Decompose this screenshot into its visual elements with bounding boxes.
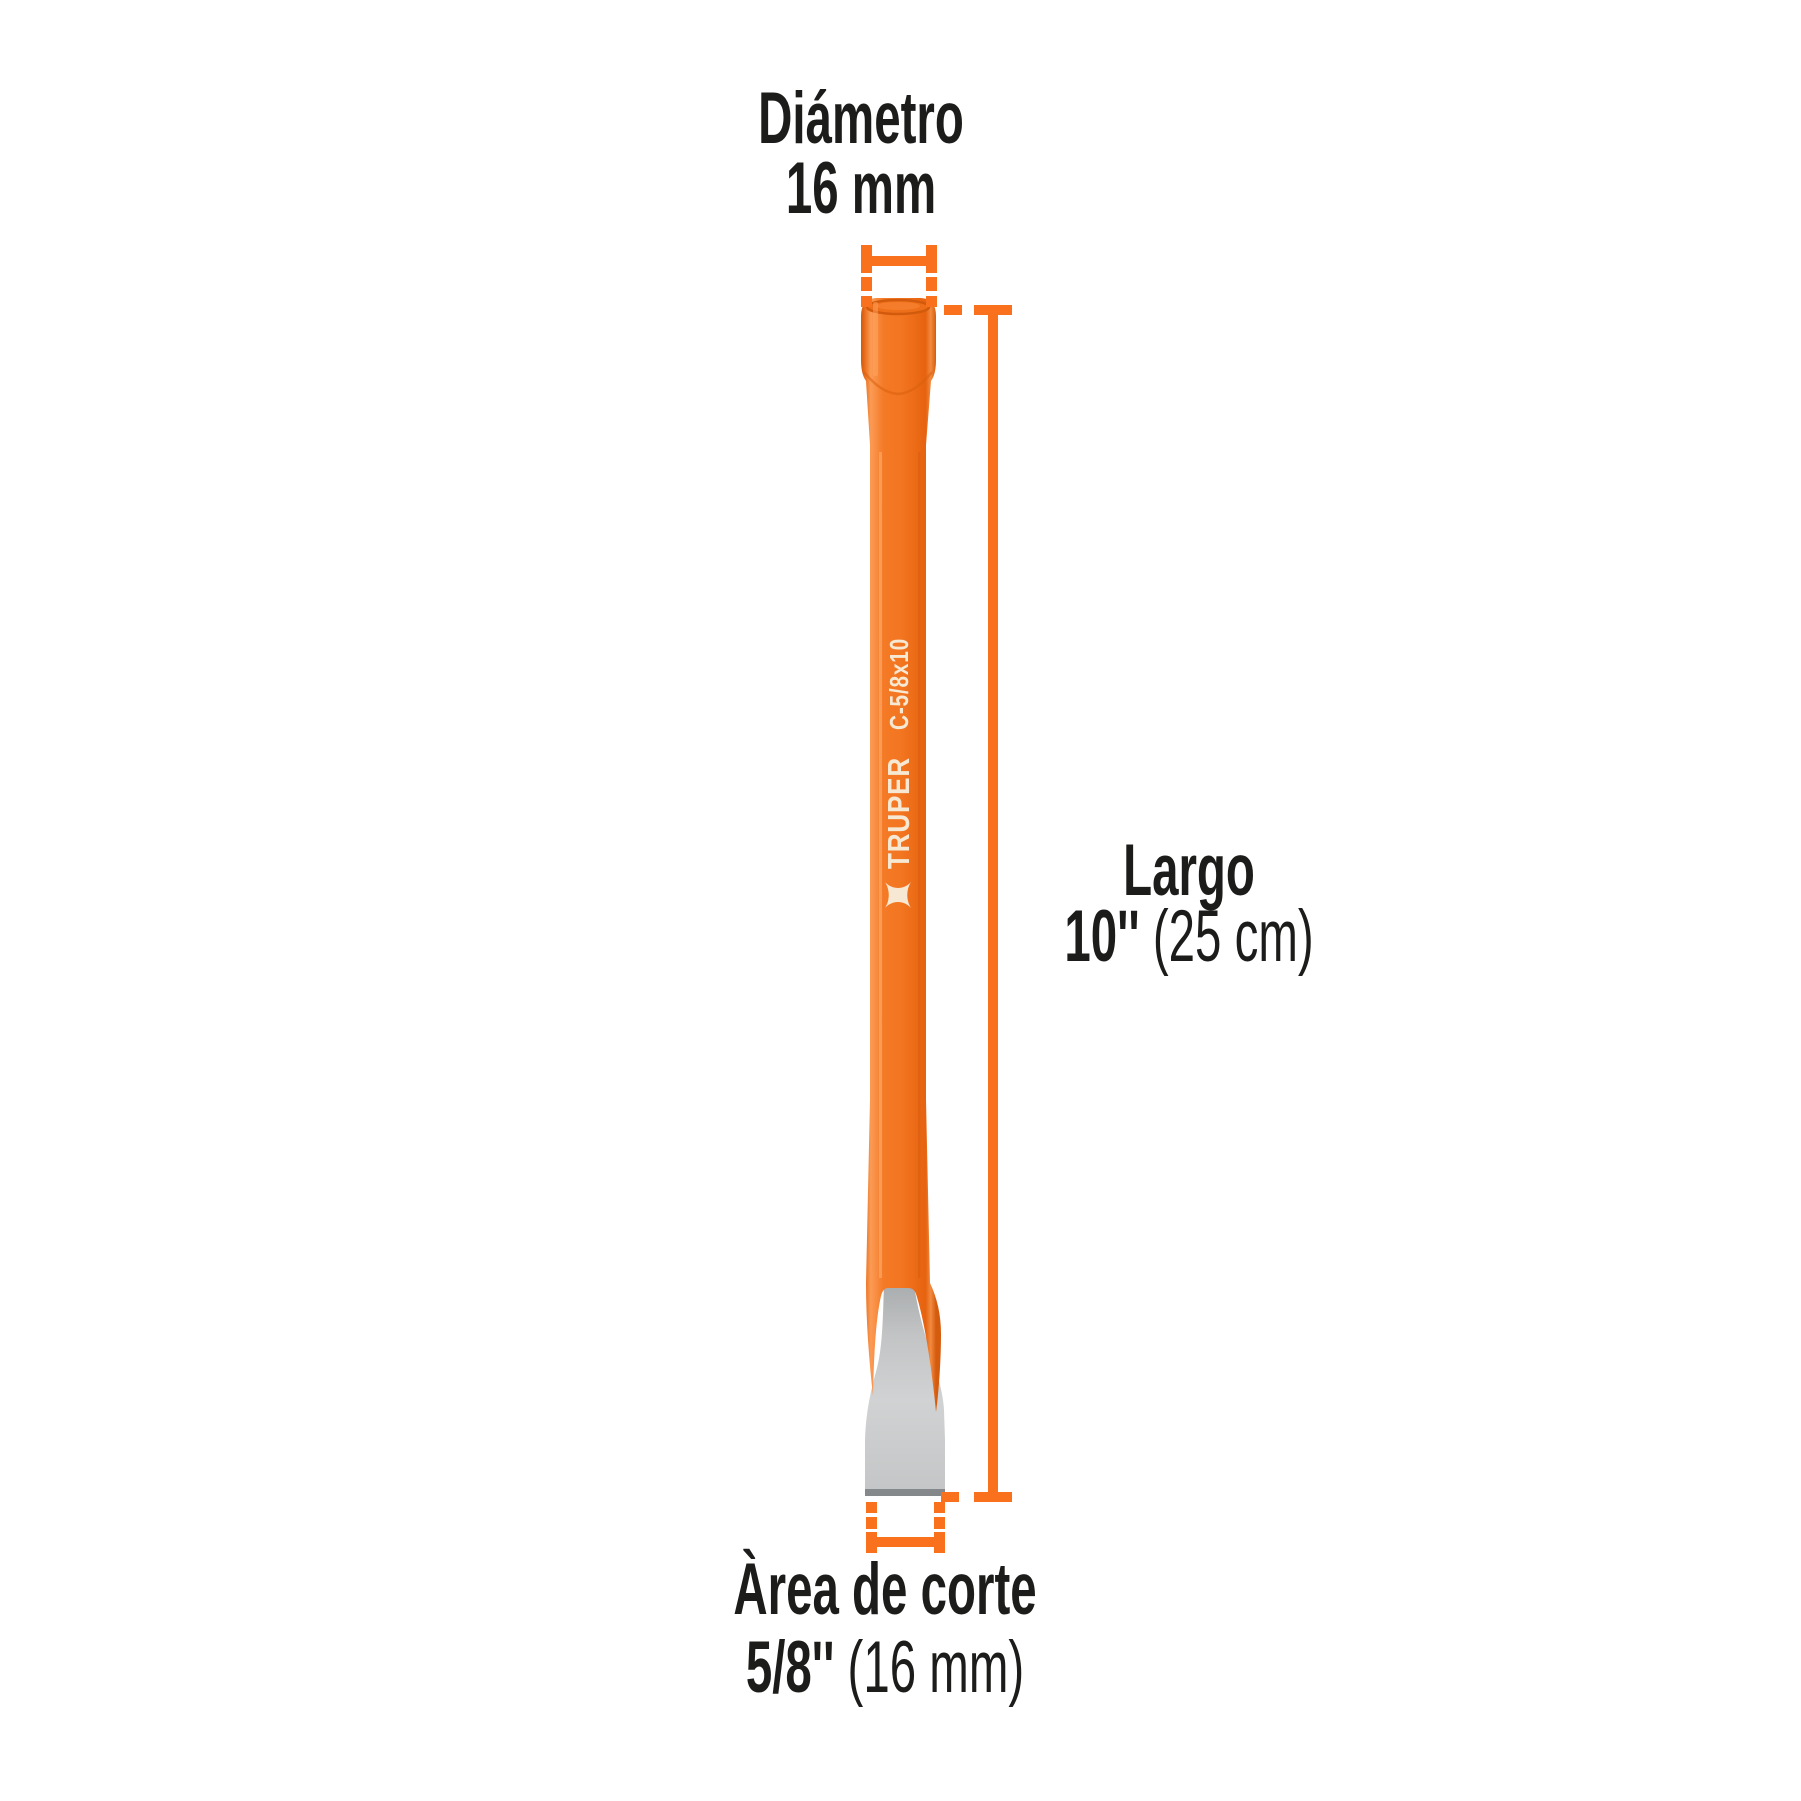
length-value-line: 10'' (25 cm) [1064,900,1313,973]
cutting-area-label: Àrea de corte 5/8'' (16 mm) [733,1551,1036,1707]
chisel-cutting-edge [865,1489,945,1496]
diameter-dash [861,296,872,307]
chisel-brand: TRUPER [881,757,916,869]
cutting-area-metric: (16 mm) [834,1627,1025,1708]
cutting-dash [934,1517,945,1529]
diameter-dash [861,277,872,291]
diameter-dash [926,277,937,291]
cutting-area-dimension-marker [866,1502,945,1553]
shaft-highlight-right [918,452,921,1278]
head-highlight [873,302,878,376]
length-dash-top [944,305,962,315]
length-dash-bottom [941,1492,959,1502]
diameter-title: Diámetro [758,78,964,159]
diameter-bar [861,256,937,266]
length-metric: (25 cm) [1139,896,1314,977]
length-label: Largo 10'' (25 cm) [1064,830,1313,973]
chisel-steel-blade [865,1285,945,1496]
length-title: Largo [1123,830,1255,911]
truper-pinwheel-logo-icon [885,882,911,908]
diameter-label: Diámetro 16 mm [758,78,964,229]
cutting-area-title: Àrea de corte [733,1549,1037,1630]
cutting-area-value-line: 5/8'' (16 mm) [733,1629,1036,1707]
diameter-value: 16 mm [785,148,937,229]
cutting-dash [934,1502,945,1513]
chisel-illustration: C-5/8x10 TRUPER [861,298,945,1496]
cutting-area-value: 5/8'' [745,1627,835,1708]
diameter-dimension-marker [861,245,937,307]
length-dimension-marker [941,305,1012,1502]
length-stem [988,310,998,1497]
chisel-head-chamfer [863,371,933,396]
cutting-dash [866,1517,877,1529]
diameter-dash [926,296,937,307]
chisel-blade-collar [866,1283,941,1412]
shaft-highlight-left [879,452,882,1278]
chisel-model-code: C-5/8x10 [884,638,914,730]
cutting-bar [866,1537,945,1547]
chisel-strike-face-inner [876,302,920,310]
chisel-drawing: C-5/8x10 TRUPER [861,245,1012,1553]
length-value: 10'' [1064,896,1140,977]
length-cap-bottom [974,1492,1012,1502]
cutting-dash [866,1502,877,1513]
